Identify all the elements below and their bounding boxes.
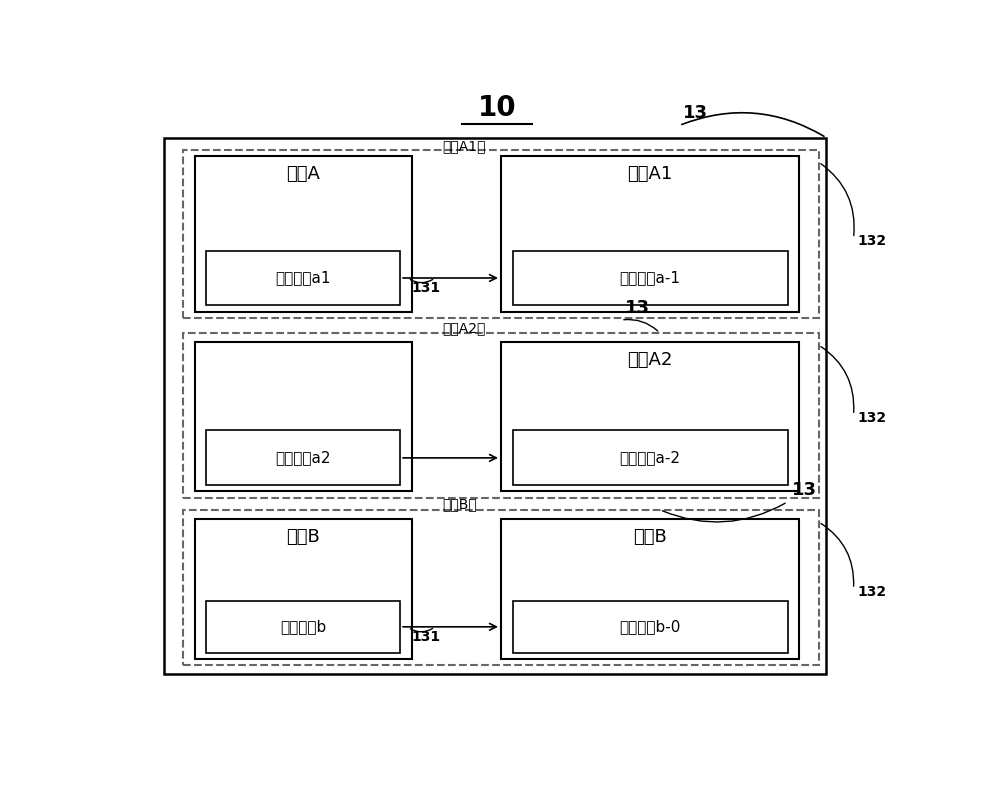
Text: 132: 132 [857,411,887,425]
Text: 表项链表a-1: 表项链表a-1 [620,271,681,285]
Text: 备板B: 备板B [633,528,667,546]
Text: 131: 131 [412,281,441,295]
Text: 13: 13 [625,299,650,317]
Text: 备份A2组: 备份A2组 [443,321,486,335]
Text: 10: 10 [478,94,516,123]
Bar [512,250,788,306]
Text: 131: 131 [412,630,441,645]
Text: 表项链表b-0: 表项链表b-0 [619,619,681,634]
Text: 备份A1组: 备份A1组 [443,139,486,153]
Bar [183,150,819,318]
Bar [501,156,799,311]
Bar [195,342,412,491]
Bar [206,431,400,485]
Text: 表项链表a1: 表项链表a1 [276,271,331,285]
Text: 表项链表b: 表项链表b [280,619,326,634]
Bar [206,250,400,306]
Text: 主板A: 主板A [286,166,320,183]
Bar [164,138,826,675]
Bar [512,601,788,653]
Bar [206,601,400,653]
Bar [195,519,412,659]
Bar [501,519,799,659]
Text: 备板A1: 备板A1 [627,166,673,183]
Bar [183,333,819,497]
Bar [195,156,412,311]
Text: 132: 132 [857,585,887,599]
Bar [512,431,788,485]
Text: 13: 13 [792,481,816,499]
Text: 表项链表a2: 表项链表a2 [276,451,331,466]
Text: 主板B: 主板B [286,528,320,546]
Text: 表项链表a-2: 表项链表a-2 [620,451,681,466]
Text: 132: 132 [857,234,887,249]
Text: 13: 13 [683,105,708,123]
Text: 备板A2: 备板A2 [627,351,673,369]
Bar [183,510,819,665]
Bar [501,342,799,491]
Text: 备份B组: 备份B组 [443,497,478,511]
